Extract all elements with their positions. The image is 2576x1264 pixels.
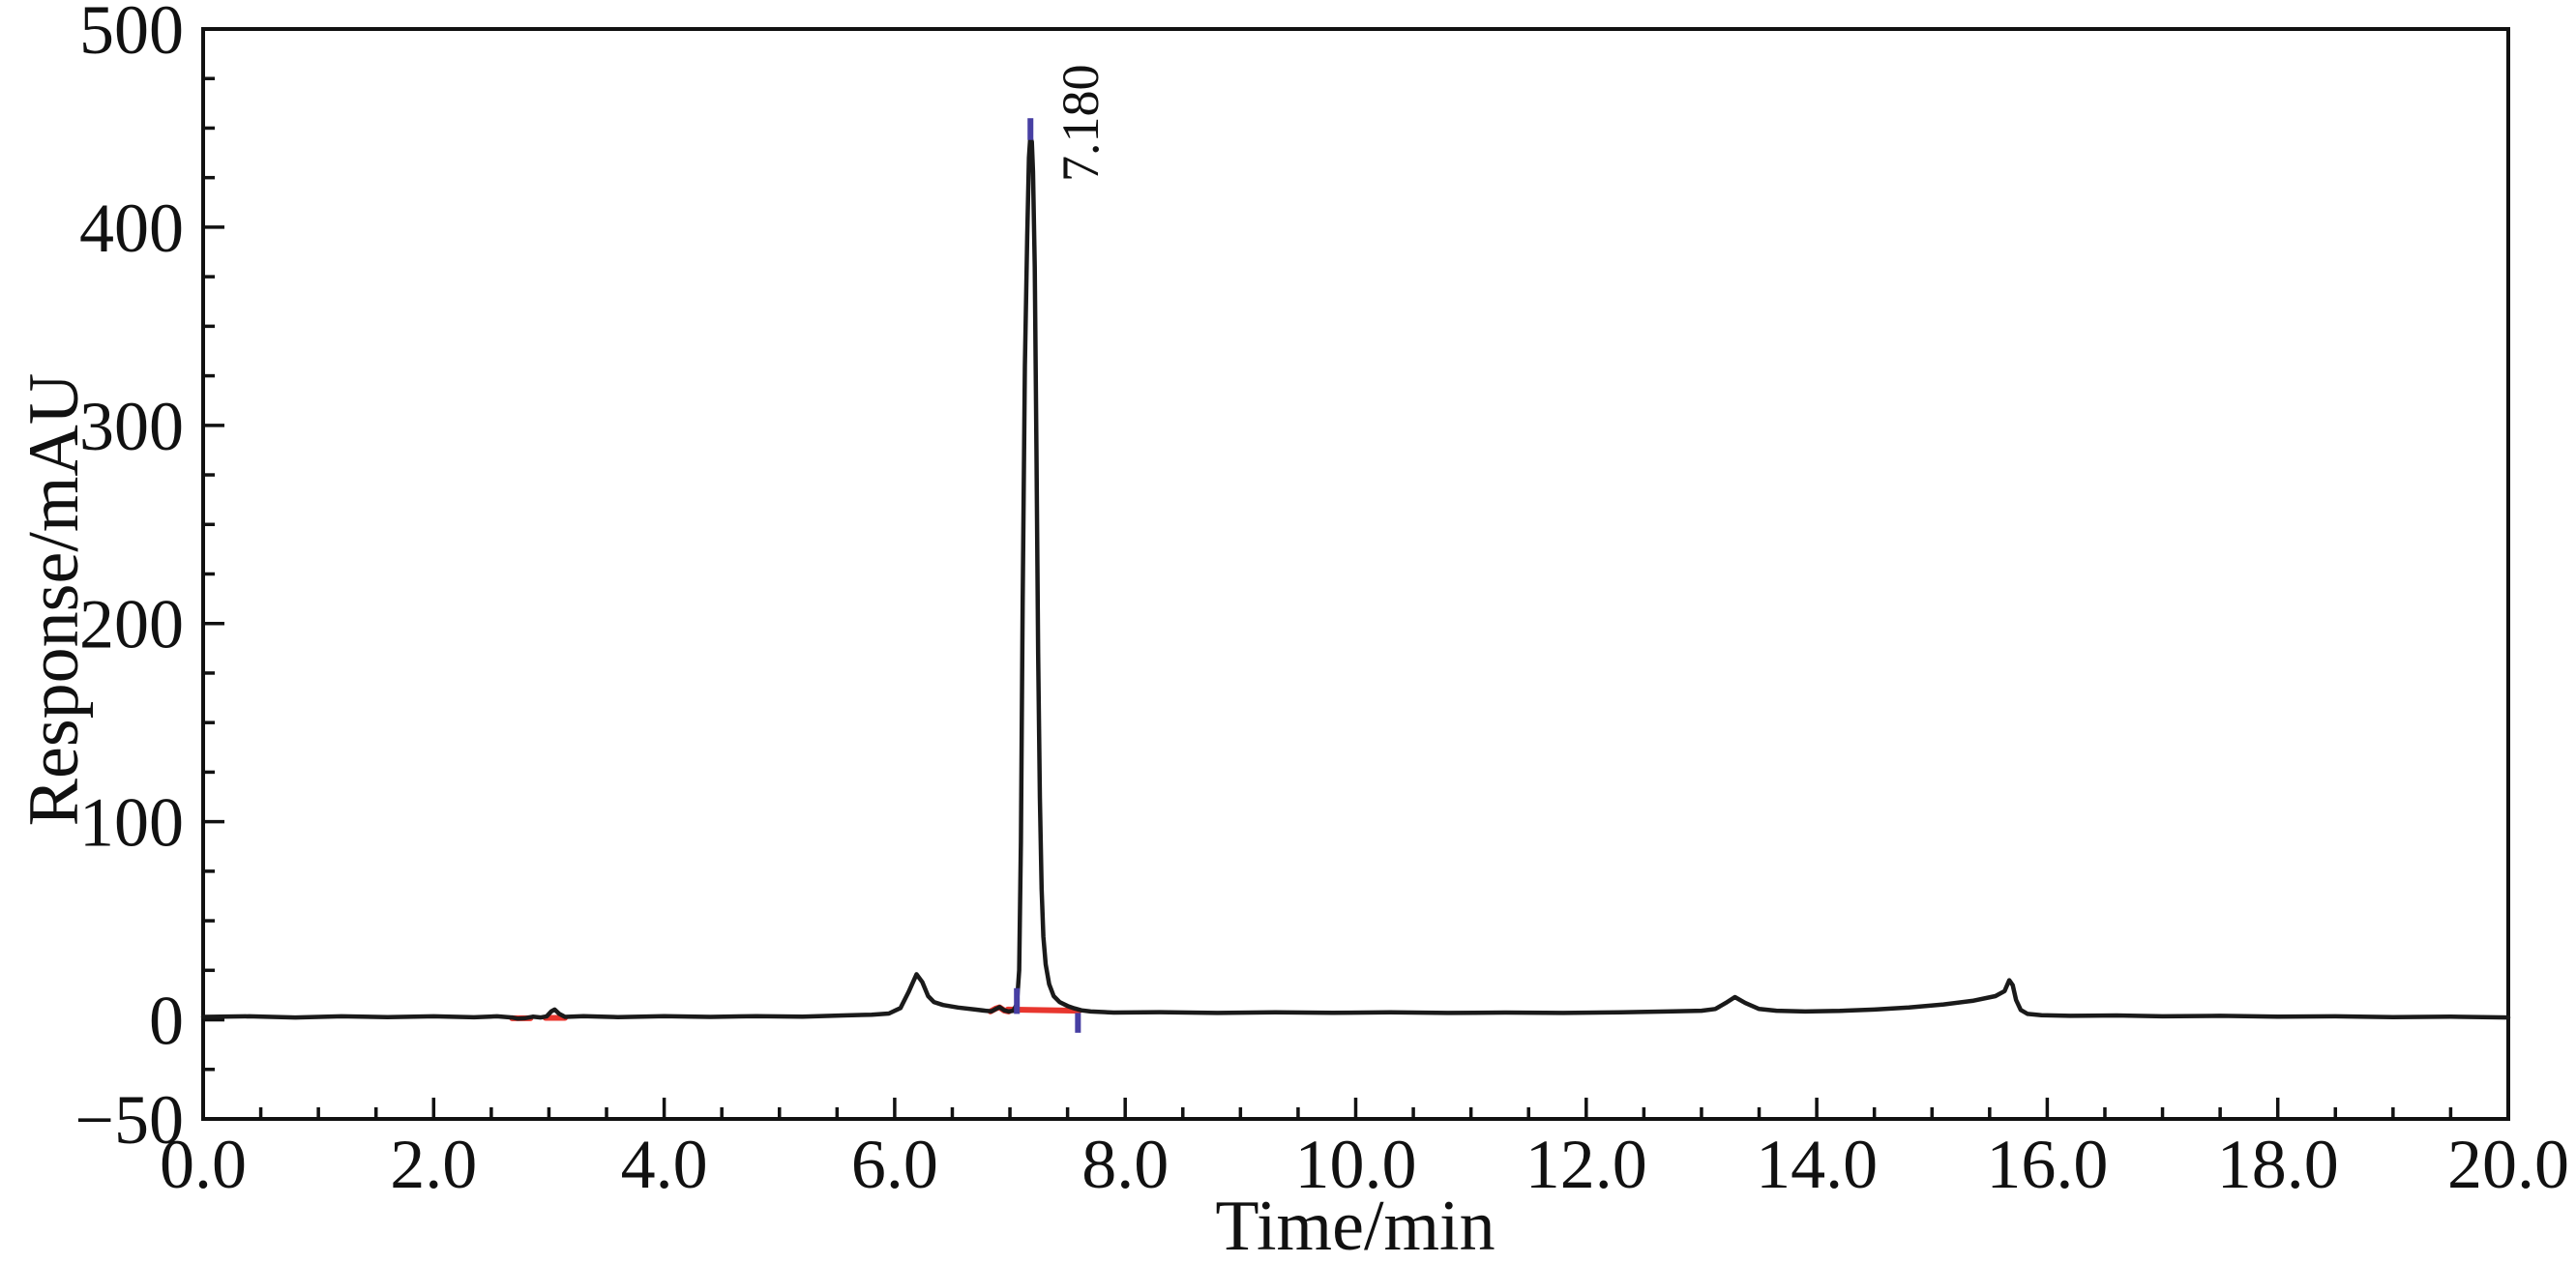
x-tick-label: 8.0 (1081, 1126, 1169, 1203)
plot-border (201, 27, 2510, 1121)
chromatogram-trace (200, 135, 2511, 1021)
x-tick-label: 16.0 (1986, 1126, 2108, 1203)
y-tick-label: 300 (79, 388, 184, 465)
y-tick-label: 400 (79, 190, 184, 267)
x-tick-label: 2.0 (390, 1126, 477, 1203)
x-axis-title: Time/min (1215, 1187, 1495, 1264)
y-tick-label: 500 (79, 0, 184, 69)
peak-retention-time-label: 7.180 (1051, 65, 1110, 183)
x-tick-label: 0.0 (160, 1126, 247, 1203)
x-tick-label: 18.0 (2217, 1126, 2339, 1203)
x-tick-label: 14.0 (1756, 1126, 1878, 1203)
x-tick-label: 12.0 (1525, 1126, 1647, 1203)
y-tick-label: 0 (149, 983, 184, 1060)
x-tick-label: 20.0 (2447, 1126, 2569, 1203)
y-tick-label: 100 (79, 784, 184, 862)
y-tick-label: −50 (74, 1081, 184, 1159)
y-axis-title: Response/mAU (15, 373, 94, 827)
x-tick-label: 4.0 (621, 1126, 708, 1203)
x-tick-label: 6.0 (851, 1126, 938, 1203)
x-tick-label: 10.0 (1295, 1126, 1417, 1203)
y-tick-label: 200 (79, 586, 184, 663)
